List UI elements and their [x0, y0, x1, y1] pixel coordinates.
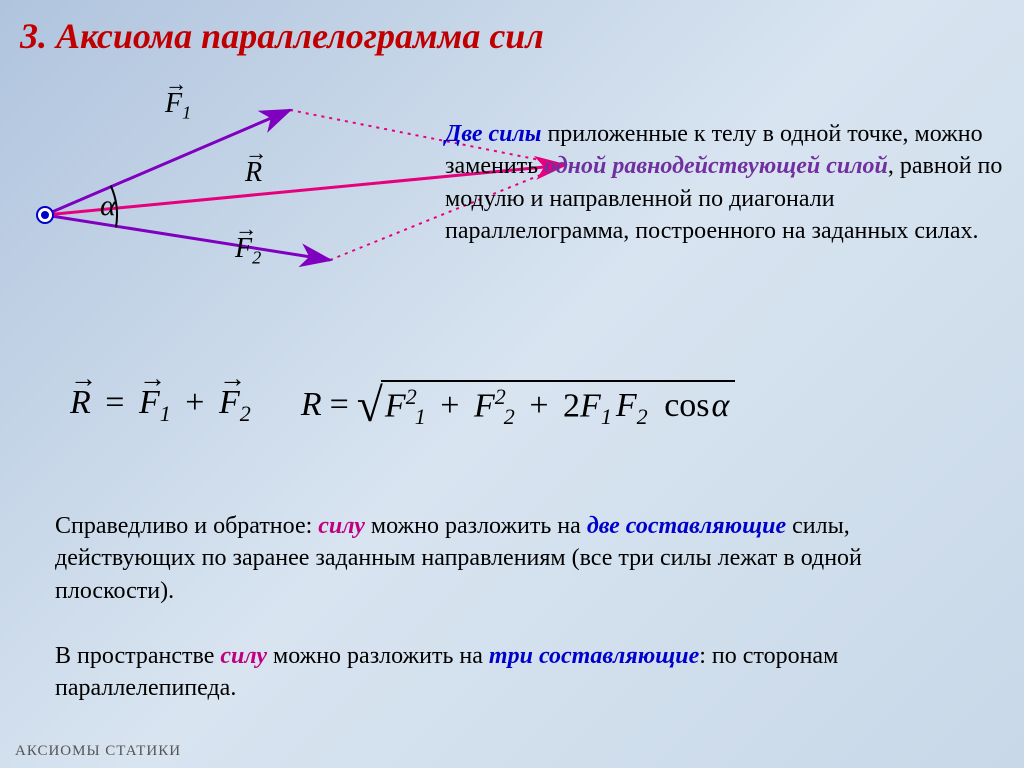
- slide-title: 3. Аксиома параллелограмма сил: [0, 0, 1024, 67]
- paragraph-definition: Две силы приложенные к телу в одной точк…: [445, 118, 1005, 248]
- paragraph-3d: В пространстве силу можно разложить на т…: [55, 640, 975, 705]
- vector-equation: R = F1 + F2: [70, 384, 251, 427]
- angle-alpha-label: α: [100, 189, 116, 223]
- magnitude-equation: R = √ F21 + F22 + 2F1F2 cosα: [301, 380, 736, 430]
- parallelogram-diagram: F1 F2 Rα: [10, 85, 410, 285]
- vector-label: F2: [235, 233, 261, 269]
- vector-label: F1: [165, 88, 191, 124]
- paragraph-inverse: Справедливо и обратное: силу можно разло…: [55, 510, 975, 607]
- formula-row: R = F1 + F2 R = √ F21 + F22 + 2F1F2 cosα: [70, 380, 735, 430]
- footer-label: АКСИОМЫ СТАТИКИ: [15, 743, 181, 760]
- vector-label: R: [245, 157, 262, 189]
